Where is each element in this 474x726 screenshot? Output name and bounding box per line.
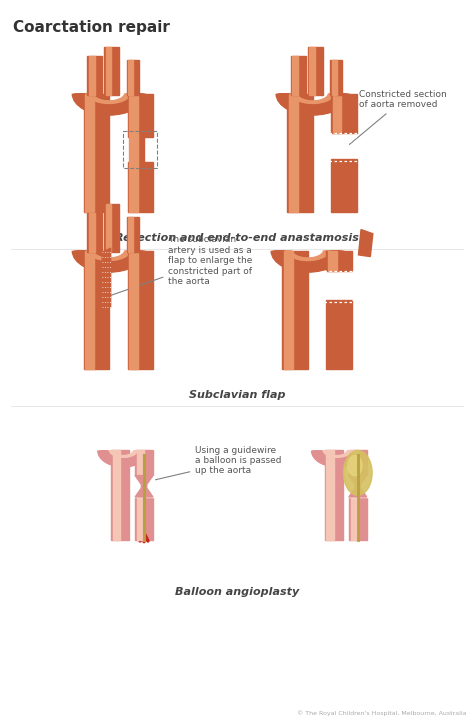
Polygon shape <box>289 94 298 212</box>
Polygon shape <box>328 250 337 271</box>
Polygon shape <box>292 56 299 95</box>
Polygon shape <box>331 94 357 134</box>
Ellipse shape <box>344 451 372 495</box>
Polygon shape <box>349 476 367 497</box>
Text: Balloon angioplasty: Balloon angioplasty <box>175 587 299 597</box>
Polygon shape <box>310 47 315 95</box>
Bar <box>134 476 154 497</box>
Bar <box>349 451 367 540</box>
Polygon shape <box>284 250 292 369</box>
Polygon shape <box>358 229 373 256</box>
Polygon shape <box>87 56 102 95</box>
Polygon shape <box>127 217 138 253</box>
Polygon shape <box>135 476 153 497</box>
Polygon shape <box>127 60 138 95</box>
Bar <box>137 451 144 540</box>
Polygon shape <box>333 94 341 134</box>
Polygon shape <box>128 162 153 212</box>
Polygon shape <box>129 94 137 212</box>
Polygon shape <box>128 94 153 136</box>
Polygon shape <box>287 94 313 212</box>
Polygon shape <box>331 159 357 212</box>
Text: Resection and end-to-end anastamosis: Resection and end-to-end anastamosis <box>115 233 359 242</box>
Text: Coarctation repair: Coarctation repair <box>13 20 170 35</box>
Text: Constricted section
of aorta removed: Constricted section of aorta removed <box>349 90 447 144</box>
Polygon shape <box>128 60 134 95</box>
Polygon shape <box>85 250 94 369</box>
Polygon shape <box>291 56 306 95</box>
Bar <box>135 451 153 540</box>
Polygon shape <box>89 213 95 253</box>
Polygon shape <box>104 204 119 253</box>
Polygon shape <box>89 56 95 95</box>
Bar <box>348 476 368 497</box>
Polygon shape <box>83 250 109 369</box>
Polygon shape <box>104 47 119 95</box>
Polygon shape <box>330 60 342 95</box>
Bar <box>327 451 334 540</box>
Bar <box>351 451 358 540</box>
Polygon shape <box>128 217 134 253</box>
Text: Using a guidewire
a balloon is passed
up the aorta: Using a guidewire a balloon is passed up… <box>147 446 282 481</box>
Polygon shape <box>87 213 102 253</box>
Bar <box>113 451 120 540</box>
Polygon shape <box>128 250 153 369</box>
Bar <box>111 451 129 540</box>
Polygon shape <box>327 250 352 271</box>
Polygon shape <box>83 94 109 212</box>
Polygon shape <box>332 60 337 95</box>
Text: The subclavian
artery is used as a
flap to enlarge the
constricted part of
the a: The subclavian artery is used as a flap … <box>105 235 253 298</box>
Polygon shape <box>136 136 145 162</box>
Ellipse shape <box>348 456 362 476</box>
Polygon shape <box>327 301 352 369</box>
Text: Subclavian flap: Subclavian flap <box>189 390 285 400</box>
Polygon shape <box>106 204 111 253</box>
Polygon shape <box>85 94 94 212</box>
Polygon shape <box>102 248 110 307</box>
Polygon shape <box>129 250 137 369</box>
Bar <box>325 451 343 540</box>
Polygon shape <box>283 250 308 369</box>
Polygon shape <box>106 47 111 95</box>
Polygon shape <box>308 47 323 95</box>
Bar <box>123 131 157 168</box>
Text: © The Royal Children's Hospital, Melbourne, Australia: © The Royal Children's Hospital, Melbour… <box>297 710 466 716</box>
